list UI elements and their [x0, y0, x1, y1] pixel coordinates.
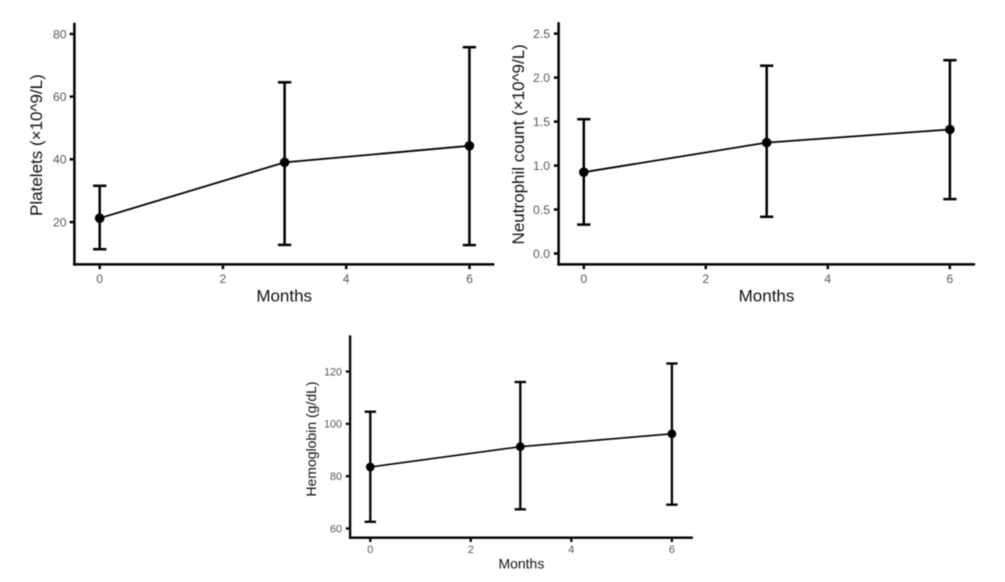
svg-text:4: 4: [824, 272, 831, 286]
svg-text:Months: Months: [256, 287, 312, 306]
svg-text:100: 100: [324, 419, 342, 431]
svg-text:2: 2: [220, 272, 227, 286]
svg-text:0: 0: [96, 272, 103, 286]
svg-text:4: 4: [568, 544, 574, 556]
svg-text:Months: Months: [498, 556, 544, 572]
svg-text:Months: Months: [739, 287, 795, 306]
svg-text:80: 80: [330, 471, 342, 483]
svg-text:0: 0: [367, 544, 373, 556]
svg-text:0.0: 0.0: [533, 247, 550, 261]
svg-text:0: 0: [580, 272, 587, 286]
svg-text:6: 6: [466, 272, 473, 286]
svg-text:2.5: 2.5: [533, 27, 550, 41]
svg-text:60: 60: [330, 523, 342, 535]
svg-text:60: 60: [53, 90, 67, 104]
svg-text:Platelets (×10^9/L): Platelets (×10^9/L): [27, 74, 46, 216]
svg-text:4: 4: [343, 272, 350, 286]
svg-text:6: 6: [946, 272, 953, 286]
svg-text:20: 20: [53, 215, 67, 229]
svg-text:120: 120: [324, 366, 342, 378]
svg-text:1.5: 1.5: [533, 115, 550, 129]
svg-text:2: 2: [702, 272, 709, 286]
svg-text:2: 2: [468, 544, 474, 556]
svg-text:40: 40: [53, 153, 67, 167]
svg-text:2.0: 2.0: [533, 71, 550, 85]
svg-text:Neutrophil count (×10^9/L): Neutrophil count (×10^9/L): [509, 44, 528, 244]
svg-text:1.0: 1.0: [533, 159, 550, 173]
svg-text:6: 6: [669, 544, 675, 556]
svg-text:80: 80: [53, 27, 67, 41]
svg-text:0.5: 0.5: [533, 203, 550, 217]
svg-text:Hemoglobin (g/dL): Hemoglobin (g/dL): [303, 381, 319, 496]
